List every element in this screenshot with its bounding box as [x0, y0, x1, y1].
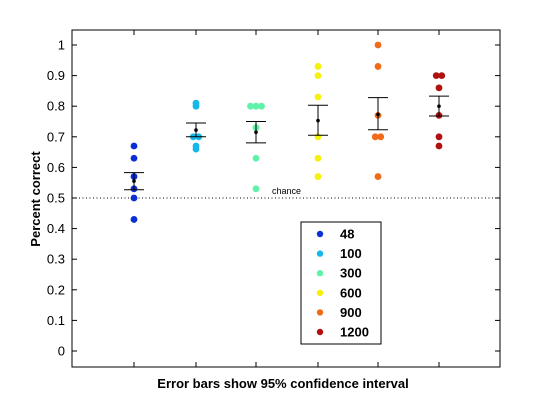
chance-label: chance	[272, 186, 301, 196]
y-tick-label: 0.7	[47, 129, 65, 144]
data-points	[130, 41, 446, 223]
legend-label-300: 300	[340, 266, 362, 281]
data-point-100	[192, 145, 200, 153]
data-point-300	[252, 154, 260, 162]
legend-label-100: 100	[340, 246, 362, 261]
legend-label-1200: 1200	[340, 325, 369, 340]
x-axis-label: Error bars show 95% confidence interval	[157, 376, 408, 391]
data-point-600	[314, 173, 322, 180]
y-tick-label: 0	[58, 344, 65, 359]
data-point-1200	[432, 72, 440, 79]
data-point-100	[192, 102, 200, 110]
mean-marker-300	[254, 130, 258, 135]
data-point-1200	[435, 133, 443, 141]
data-point-600	[314, 154, 322, 162]
y-tick-label: 0.4	[47, 221, 65, 236]
reference-line-layer: chance	[72, 186, 500, 199]
data-point-300	[252, 185, 260, 193]
legend-label-600: 600	[340, 285, 362, 300]
legend-marker-48	[316, 230, 324, 238]
y-tick-label: 0.1	[47, 313, 65, 328]
legend-marker-100	[316, 250, 324, 257]
data-point-900	[377, 133, 385, 141]
data-point-600	[314, 63, 322, 70]
legend: 48 100 300 600 900 1200	[300, 221, 382, 345]
mean-marker-48	[132, 179, 136, 183]
mean-marker-100	[194, 128, 198, 132]
data-point-1200	[435, 142, 443, 150]
legend-box	[300, 221, 382, 345]
data-point-48	[130, 194, 138, 202]
y-tick-label: 0.5	[47, 191, 65, 206]
data-point-300	[258, 102, 265, 110]
data-point-600	[314, 72, 322, 79]
data-point-48	[130, 142, 138, 150]
legend-marker-900	[316, 309, 324, 316]
y-tick-label: 1	[58, 38, 65, 53]
y-tick-label: 0.3	[47, 252, 65, 267]
data-point-300	[252, 102, 260, 110]
mean-marker-600	[316, 118, 320, 123]
y-tick-label: 0.8	[47, 99, 65, 114]
data-point-900	[374, 63, 382, 70]
data-point-1200	[435, 84, 443, 92]
error-bars	[124, 95, 449, 191]
y-tick-label: 0.9	[47, 68, 65, 83]
data-point-900	[374, 41, 382, 49]
y-axis-label: Percent correct	[28, 151, 43, 247]
data-point-300	[247, 102, 254, 110]
y-tick-label: 0.6	[47, 160, 65, 175]
legend-marker-1200	[316, 328, 324, 336]
data-point-900	[371, 133, 379, 141]
mean-marker-1200	[437, 104, 441, 108]
data-point-600	[314, 93, 322, 101]
data-point-900	[374, 173, 382, 180]
legend-label-48: 48	[340, 227, 354, 242]
mean-marker-900	[376, 112, 380, 117]
data-point-1200	[438, 72, 446, 79]
legend-label-900: 900	[340, 305, 362, 320]
data-point-48	[130, 216, 138, 223]
legend-marker-600	[316, 289, 324, 296]
y-axis: 0 0.1 0.2 0.3 0.4 0.5 0.6 0.7 0.8 0.9 1	[47, 38, 500, 359]
x-axis	[133, 30, 440, 367]
legend-marker-300	[316, 270, 324, 277]
y-tick-label: 0.2	[47, 282, 65, 297]
data-point-48	[130, 154, 138, 162]
